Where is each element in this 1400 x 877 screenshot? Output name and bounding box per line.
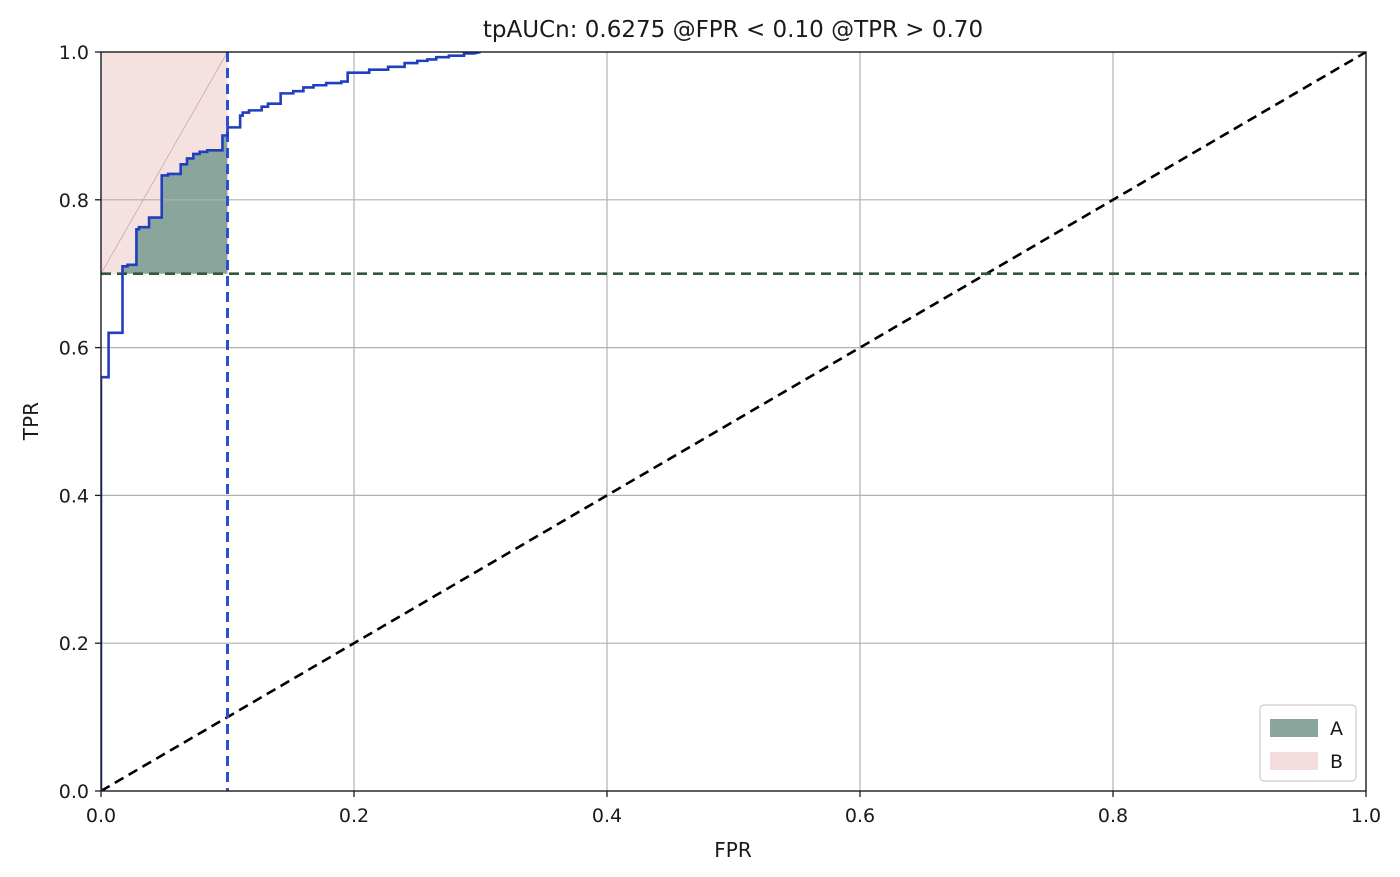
y-tick-label: 0.0 (59, 781, 89, 803)
x-tick-label: 0.8 (1098, 805, 1128, 827)
legend-swatch-b (1270, 752, 1318, 770)
x-axis-label: FPR (714, 838, 752, 862)
y-axis-label: TPR (19, 402, 43, 441)
y-tick-label: 1.0 (59, 42, 89, 64)
plot-frame (100, 51, 1367, 792)
legend: AB (1259, 704, 1357, 782)
y-tick-label: 0.8 (59, 190, 89, 212)
region-b-chord (100, 51, 228, 274)
y-tick-label: 0.4 (59, 485, 89, 507)
x-tick-label: 0.0 (86, 805, 116, 827)
y-tick-label: 0.2 (59, 633, 89, 655)
y-tick-label: 0.6 (59, 338, 89, 360)
legend-label-a: A (1330, 718, 1343, 740)
legend-swatch-a (1270, 719, 1318, 737)
x-tick-label: 0.6 (845, 805, 875, 827)
x-tick-label: 1.0 (1351, 805, 1381, 827)
legend-label-b: B (1330, 751, 1343, 773)
roc-curve (101, 52, 481, 791)
x-tick-label: 0.4 (592, 805, 622, 827)
diagonal-line (101, 52, 1366, 791)
x-tick-label: 0.2 (339, 805, 369, 827)
chart-title: tpAUCn: 0.6275 @FPR < 0.10 @TPR > 0.70 (483, 17, 983, 43)
region-a (101, 127, 228, 274)
plot-area: 0.0 0.2 0.4 0.6 0.8 1.0 0.0 0.2 0.4 0.6 0.8 1.0 (59, 42, 1381, 827)
